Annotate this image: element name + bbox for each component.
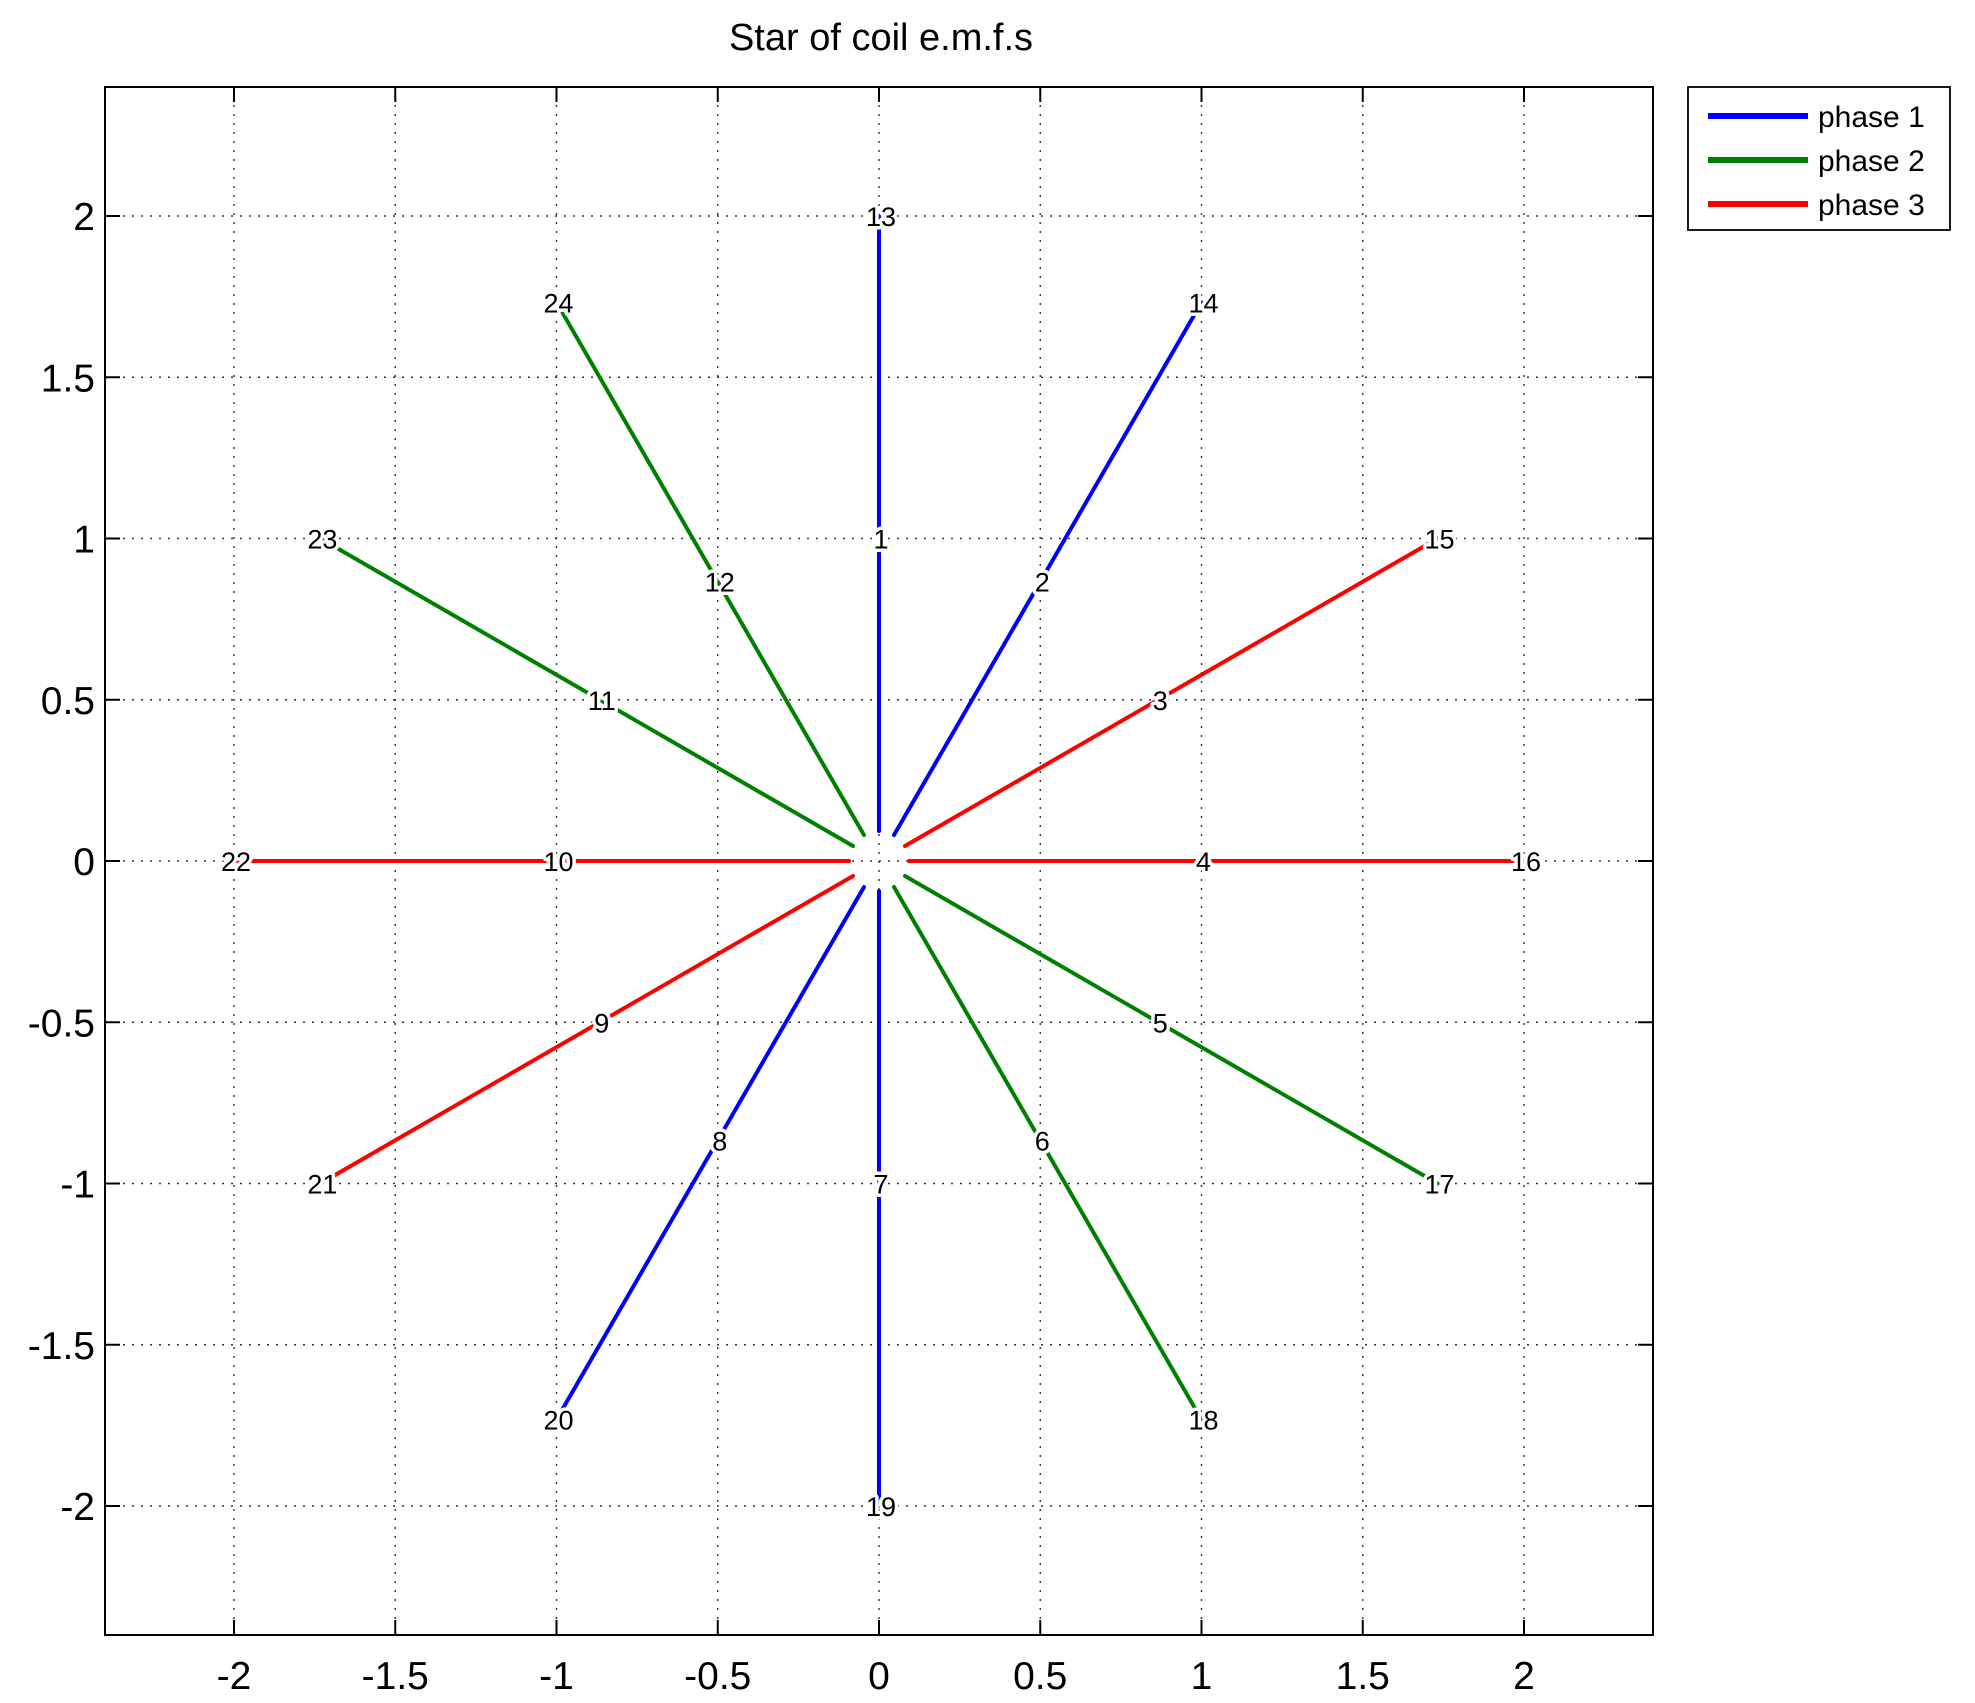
x-tick-label: -1 [539,1655,574,1698]
series-line-15 [902,536,1440,848]
series-line-18 [892,884,1204,1422]
y-tick-label: -1.5 [28,1325,95,1368]
point-label-8: 8 [712,1126,727,1156]
chart-title: Star of coil e.m.f.s [729,17,1033,59]
point-label-15: 15 [1425,525,1455,555]
legend: phase 1 phase 2 phase 3 [1687,86,1951,231]
x-tick-label: -2 [217,1655,252,1698]
series-line-23 [318,536,856,848]
series-line-24 [554,300,866,838]
y-tick-label: -1 [60,1164,95,1207]
point-label-18: 18 [1188,1406,1218,1436]
x-tick-label: 1 [1191,1655,1213,1698]
point-label-4: 4 [1196,847,1211,877]
y-tick-label: 1 [73,519,95,562]
legend-label-3: phase 3 [1818,189,1925,222]
x-tick-label: 0.5 [1013,1655,1067,1698]
point-label-20: 20 [543,1406,573,1436]
series-line-14 [892,300,1204,838]
series-line-17 [902,874,1440,1186]
series-line-21 [318,874,856,1186]
y-tick-label: 0.5 [41,680,95,723]
series-lines [232,214,1526,1508]
point-label-10: 10 [543,847,573,877]
x-tick-label: 2 [1513,1655,1535,1698]
point-label-14: 14 [1188,288,1218,318]
point-label-21: 21 [307,1170,337,1200]
point-label-17: 17 [1425,1170,1455,1200]
point-label-12: 12 [705,568,735,598]
y-tick-label: 1.5 [41,357,95,400]
point-label-16: 16 [1511,847,1541,877]
x-tick-label: -0.5 [684,1655,751,1698]
point-label-3: 3 [1153,686,1168,716]
legend-label-1: phase 1 [1818,101,1925,134]
x-tick-label: -1.5 [362,1655,429,1698]
y-tick-label: 0 [73,841,95,884]
point-label-19: 19 [866,1492,896,1522]
point-label-6: 6 [1035,1126,1050,1156]
point-label-13: 13 [866,202,896,232]
point-label-24: 24 [543,288,573,318]
y-tick-label: -2 [60,1486,95,1529]
x-tick-label: 1.5 [1336,1655,1390,1698]
point-label-2: 2 [1035,568,1050,598]
x-tick-label: 0 [868,1655,890,1698]
point-label-23: 23 [307,525,337,555]
legend-label-2: phase 2 [1818,145,1925,178]
point-label-7: 7 [873,1170,888,1200]
y-tick-label: 2 [73,196,95,239]
point-label-11: 11 [588,686,616,716]
point-label-9: 9 [594,1008,609,1038]
series-line-20 [554,884,866,1422]
y-tick-label: -0.5 [28,1002,95,1045]
point-label-5: 5 [1153,1008,1168,1038]
axis-ticks: -2 -1.5 -1 -0.5 0 0.5 1 1.5 221.510.50-0.5-1-1.5… [28,87,1653,1698]
point-label-22: 22 [221,847,251,877]
point-label-1: 1 [873,525,888,555]
